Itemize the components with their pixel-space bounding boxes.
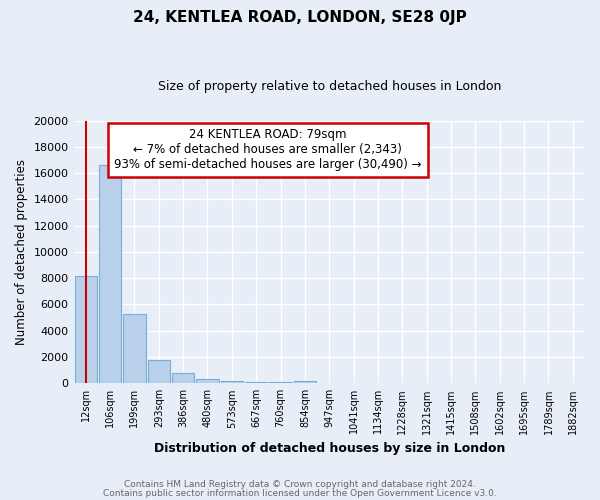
Bar xyxy=(245,382,268,384)
Bar xyxy=(123,314,146,384)
Bar xyxy=(172,374,194,384)
Bar xyxy=(294,380,316,384)
Bar xyxy=(269,382,292,384)
Text: 24, KENTLEA ROAD, LONDON, SE28 0JP: 24, KENTLEA ROAD, LONDON, SE28 0JP xyxy=(133,10,467,25)
Text: Contains HM Land Registry data © Crown copyright and database right 2024.: Contains HM Land Registry data © Crown c… xyxy=(124,480,476,489)
Text: Contains public sector information licensed under the Open Government Licence v3: Contains public sector information licen… xyxy=(103,488,497,498)
Bar xyxy=(99,165,121,384)
Y-axis label: Number of detached properties: Number of detached properties xyxy=(15,159,28,345)
Bar xyxy=(148,360,170,384)
Bar xyxy=(74,276,97,384)
Text: 24 KENTLEA ROAD: 79sqm
← 7% of detached houses are smaller (2,343)
93% of semi-d: 24 KENTLEA ROAD: 79sqm ← 7% of detached … xyxy=(114,128,422,172)
Bar xyxy=(196,378,218,384)
Title: Size of property relative to detached houses in London: Size of property relative to detached ho… xyxy=(158,80,501,93)
Bar xyxy=(221,380,243,384)
X-axis label: Distribution of detached houses by size in London: Distribution of detached houses by size … xyxy=(154,442,505,455)
